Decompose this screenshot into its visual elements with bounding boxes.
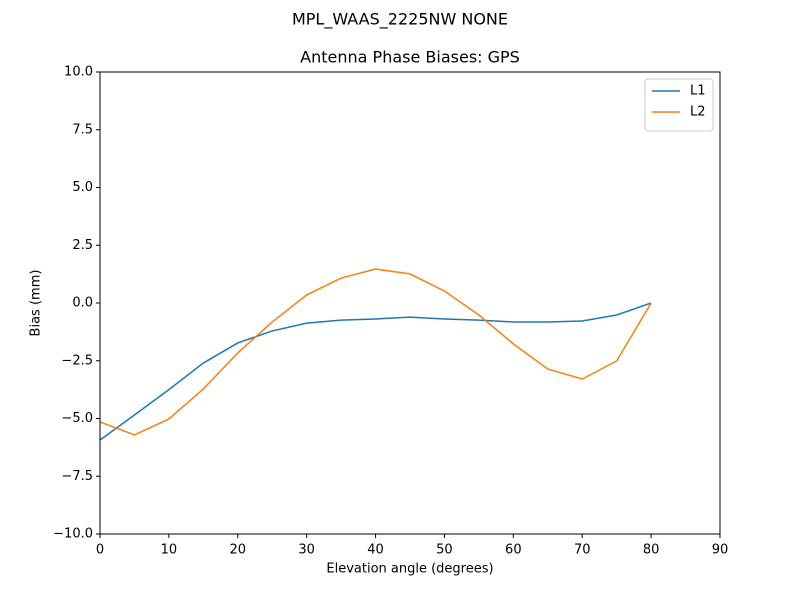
suptitle: MPL_WAAS_2225NW NONE	[292, 10, 508, 30]
legend-box	[644, 78, 714, 132]
y-tick-label: −10.0	[53, 527, 93, 542]
x-tick-label: 50	[436, 543, 453, 558]
x-axis-label: Elevation angle (degrees)	[326, 562, 493, 577]
x-tick-label: 70	[574, 543, 591, 558]
y-tick-label: 0.0	[72, 296, 93, 311]
chart-title: Antenna Phase Biases: GPS	[300, 48, 520, 67]
x-tick-label: 10	[161, 543, 178, 558]
y-tick-label: −5.0	[61, 411, 93, 426]
legend-label: L2	[690, 105, 706, 120]
x-tick-label: 20	[230, 543, 247, 558]
x-tick-label: 0	[96, 543, 104, 558]
x-tick-label: 30	[298, 543, 315, 558]
line-series	[99, 302, 652, 441]
y-axis-label: Bias (mm)	[29, 270, 44, 337]
y-tick-label: −2.5	[61, 353, 93, 368]
legend-label: L1	[690, 84, 706, 99]
plot-frame	[99, 71, 721, 535]
line-series	[99, 268, 652, 436]
y-tick-label: 10.0	[64, 65, 93, 80]
y-tick-label: 5.0	[72, 180, 93, 195]
x-tick-label: 40	[367, 543, 384, 558]
x-tick-label: 80	[643, 543, 660, 558]
y-tick-label: 7.5	[72, 122, 93, 137]
y-tick-label: 2.5	[72, 238, 93, 253]
x-tick-label: 90	[712, 543, 729, 558]
x-tick-label: 60	[505, 543, 522, 558]
y-tick-label: −7.5	[61, 469, 93, 484]
